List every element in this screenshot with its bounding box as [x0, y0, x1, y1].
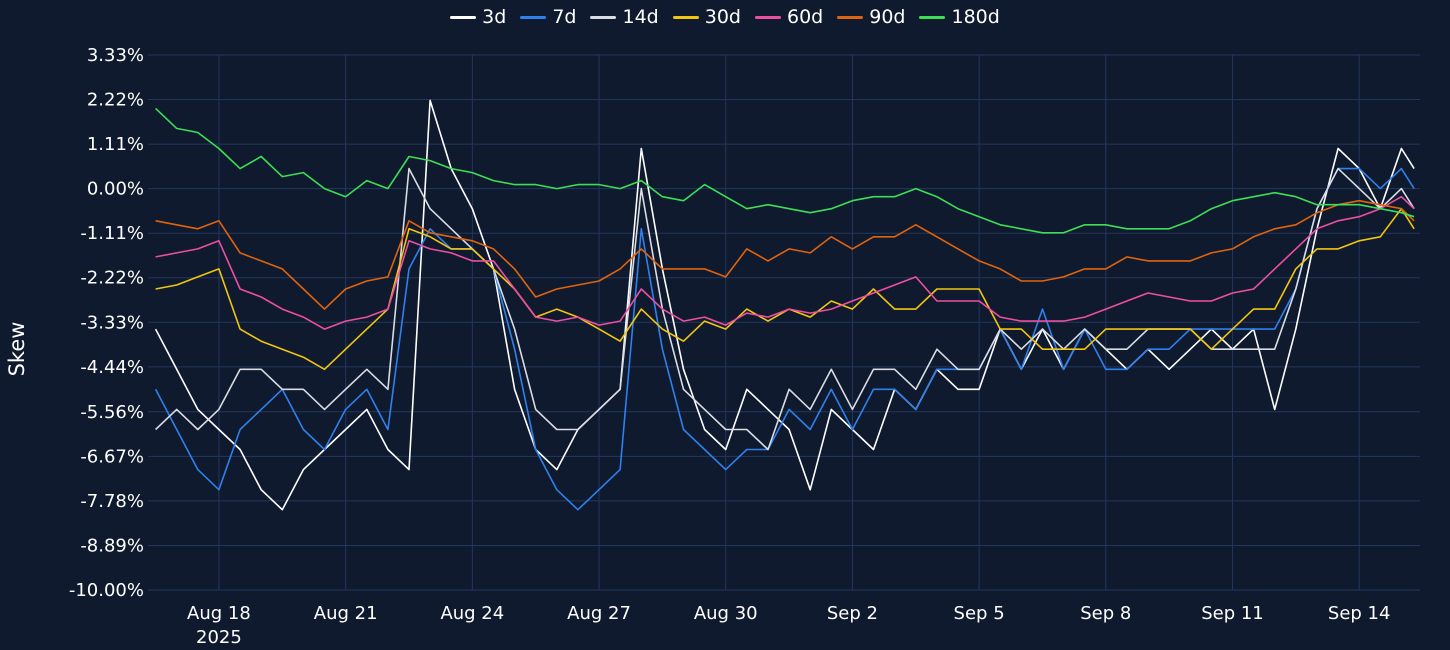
legend-swatch — [590, 15, 617, 19]
y-tick-label: -3.33% — [80, 312, 144, 333]
series-lines — [154, 99, 1415, 511]
x-tick-label: Aug 24 — [440, 603, 504, 624]
legend-label: 3d — [482, 6, 507, 28]
legend-label: 180d — [951, 6, 1000, 28]
y-tick-label: -2.22% — [80, 268, 144, 289]
series-line-90d — [155, 199, 1415, 310]
x-tick-label: Aug 27 — [567, 603, 631, 624]
x-tick-year-label: 2025 — [196, 627, 242, 648]
y-tick-label: -4.44% — [80, 357, 144, 378]
x-tick-label: Aug 21 — [314, 603, 378, 624]
y-tick-label: -5.56% — [80, 402, 144, 423]
x-tick-label: Aug 30 — [694, 603, 758, 624]
legend-label: 7d — [552, 6, 577, 28]
y-tick-label: -6.67% — [80, 446, 144, 467]
x-tick-label: Sep 5 — [954, 603, 1005, 624]
legend-swatch — [520, 15, 547, 19]
y-tick-label: 1.11% — [87, 134, 144, 155]
y-tick-label: -1.11% — [80, 223, 144, 244]
x-tick-label: Sep 14 — [1328, 603, 1391, 624]
x-tick-label: Sep 2 — [827, 603, 878, 624]
legend-item-90d[interactable]: 90d — [837, 6, 905, 28]
legend-item-3d[interactable]: 3d — [450, 6, 506, 28]
y-tick-label: -7.78% — [80, 491, 144, 512]
legend-swatch — [919, 15, 946, 19]
y-axis-ticks: 3.33% 2.22% 1.11% 0.00% -1.11% -2.22% -3.33% -4… — [69, 45, 144, 601]
legend-swatch — [672, 15, 699, 19]
series-line-180d — [155, 107, 1415, 234]
y-tick-label: 2.22% — [87, 90, 144, 111]
x-tick-label: Sep 11 — [1201, 603, 1264, 624]
legend-item-7d[interactable]: 7d — [520, 6, 576, 28]
series-line-60d — [155, 195, 1415, 330]
legend-item-14d[interactable]: 14d — [590, 6, 659, 28]
legend-swatch — [450, 15, 477, 19]
legend-label: 30d — [704, 6, 741, 28]
legend-label: 90d — [869, 6, 906, 28]
y-tick-label: 0.00% — [87, 179, 144, 200]
series-line-7d — [154, 167, 1415, 511]
legend-label: 60d — [786, 6, 824, 28]
x-tick-label: Aug 18 — [187, 603, 251, 624]
series-line-3d — [154, 99, 1415, 511]
x-tick-label: Sep 8 — [1080, 603, 1131, 624]
series-line-14d — [155, 167, 1415, 451]
legend-item-180d[interactable]: 180d — [919, 6, 1000, 28]
x-axis-ticks: Aug 18 Aug 21 Aug 24 Aug 27 Aug 30 Sep 2 Sep 5… — [187, 603, 1390, 648]
y-axis-label: Skew — [5, 321, 29, 377]
y-tick-label: -10.00% — [69, 580, 144, 601]
legend-swatch — [837, 15, 864, 19]
legend-item-30d[interactable]: 30d — [672, 6, 741, 28]
y-tick-label: 3.33% — [87, 45, 144, 66]
y-tick-label: -8.89% — [80, 535, 144, 556]
legend: 3d 7d 14d 30d 60d 90d 180d — [0, 6, 1450, 28]
legend-item-60d[interactable]: 60d — [754, 6, 824, 28]
gridlines — [148, 54, 1420, 591]
legend-swatch — [754, 15, 781, 19]
legend-label: 14d — [622, 6, 659, 28]
